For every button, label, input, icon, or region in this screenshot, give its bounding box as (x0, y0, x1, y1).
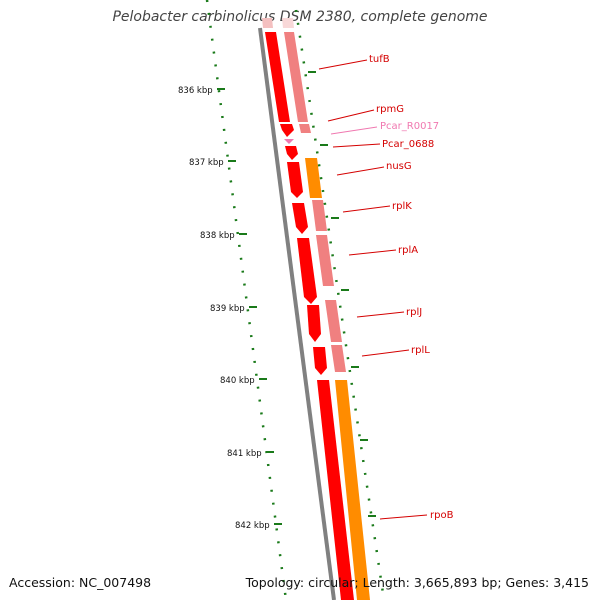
gene-rplJ[interactable] (307, 305, 321, 342)
gene-rplK-light[interactable] (312, 200, 327, 231)
ruler-label: 842 kbp (235, 521, 270, 531)
gene-rplA-light[interactable] (316, 235, 334, 286)
gene-nusG[interactable] (287, 162, 303, 198)
ruler-label: 840 kbp (220, 376, 255, 386)
gene-rpmG-light[interactable] (299, 124, 311, 133)
gene-tufB-light[interactable] (284, 32, 308, 122)
gene-rpoB-orange[interactable] (335, 380, 370, 600)
ruler-label: 836 kbp (178, 86, 213, 96)
gene-label-rpoB[interactable]: rpoB (430, 510, 454, 521)
gene-label-tufB[interactable]: tufB (369, 54, 390, 65)
map-title: Pelobacter carbinolicus DSM 2380, comple… (112, 9, 488, 25)
gene-labels: tufB rpmG Pcar_R0017 Pcar_0688 nusG rplK… (369, 54, 454, 521)
gene-label-Pcar_0688[interactable]: Pcar_0688 (382, 139, 434, 150)
gc-ticks-right (308, 71, 376, 517)
gene-rpoB[interactable] (317, 380, 354, 600)
gene-rplA[interactable] (297, 238, 317, 304)
gene-label-rplK[interactable]: rplK (392, 201, 412, 212)
gene-rplJ-light[interactable] (325, 300, 342, 342)
gene-leaders (318, 59, 428, 520)
gene-rplL-light[interactable] (331, 345, 346, 372)
gene-rpmG[interactable] (280, 124, 294, 137)
gene-nusG-orange[interactable] (305, 158, 322, 198)
gene-label-rpmG[interactable]: rpmG (376, 104, 404, 115)
gene-tufB[interactable] (265, 32, 290, 122)
gene-Pcar_0688[interactable] (285, 146, 298, 160)
ruler-label: 837 kbp (189, 158, 224, 168)
gene-label-nusG[interactable]: nusG (386, 161, 412, 172)
gene-rplK[interactable] (292, 203, 308, 234)
gene-label-Pcar_R0017[interactable]: Pcar_R0017 (380, 121, 439, 132)
ruler: 836 kbp 837 kbp 838 kbp 839 kbp 840 kbp … (178, 86, 282, 531)
gene-rplL[interactable] (313, 347, 327, 375)
gene-label-rplA[interactable]: rplA (398, 245, 418, 256)
genome-summary: Topology: circular; Length: 3,665,893 bp… (245, 575, 589, 590)
gene-features (262, 18, 370, 600)
backbone (258, 27, 336, 600)
gene-partial-top-light (282, 18, 294, 28)
gene-partial-top (262, 18, 273, 28)
gene-Pcar_R0017[interactable] (284, 139, 294, 144)
ruler-label: 838 kbp (200, 231, 235, 241)
gene-label-rplJ[interactable]: rplJ (406, 307, 422, 318)
gene-label-rplL[interactable]: rplL (411, 345, 430, 356)
ruler-label: 841 kbp (227, 449, 262, 459)
accession-text: Accession: NC_007498 (9, 575, 152, 590)
ruler-label: 839 kbp (210, 304, 245, 314)
